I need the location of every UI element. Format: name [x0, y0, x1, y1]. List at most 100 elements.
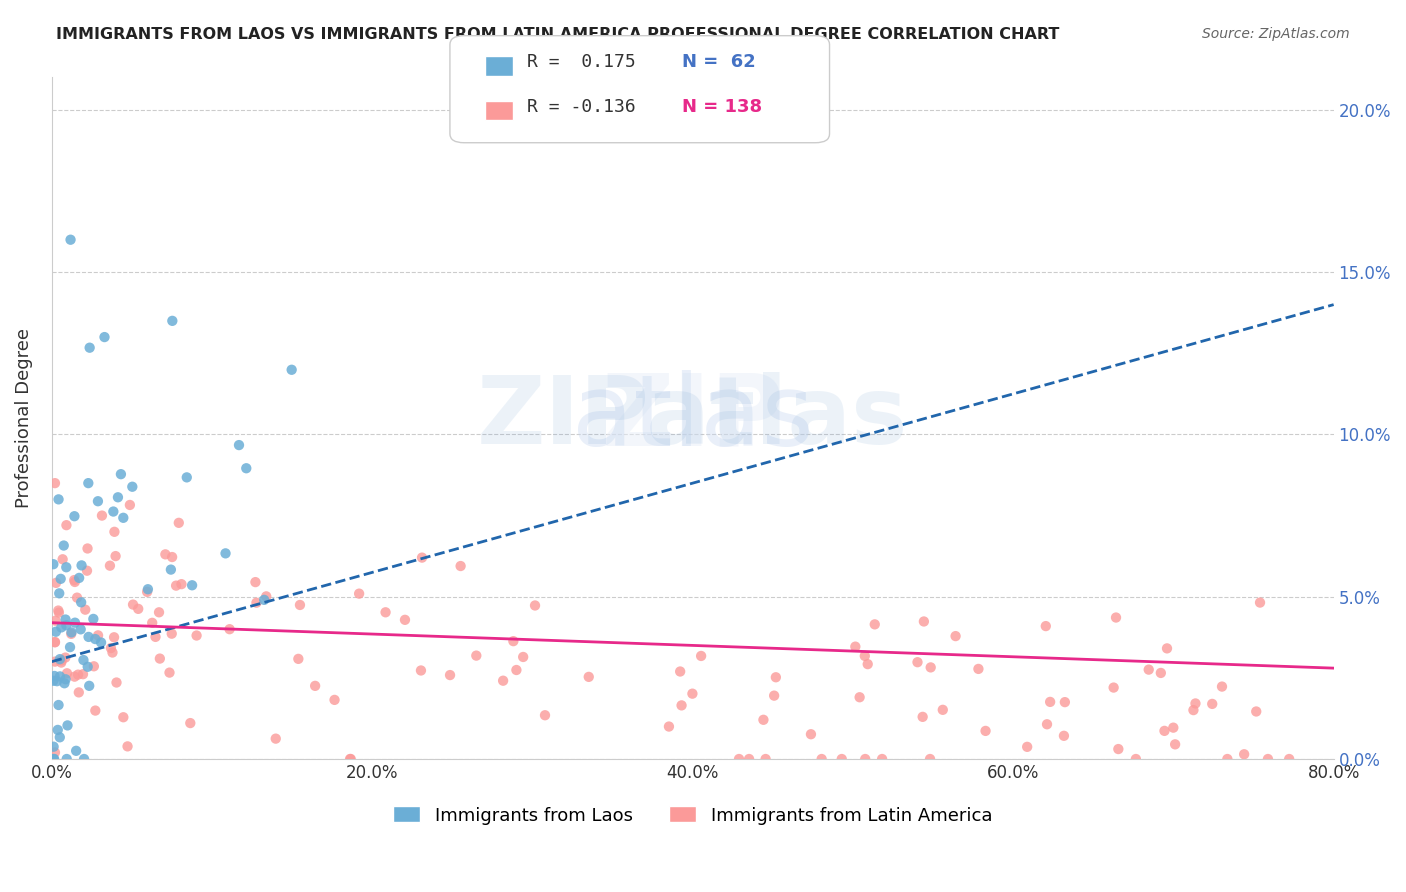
Point — [98, 558, 121, 573]
Point — [339, 752, 361, 766]
Point — [492, 673, 515, 688]
Point — [155, 547, 177, 561]
Point — [56, 666, 79, 681]
Point — [160, 549, 183, 564]
Point — [1107, 742, 1129, 756]
Point — [121, 480, 143, 494]
Point — [162, 314, 184, 328]
Text: Source: ZipAtlas.com: Source: ZipAtlas.com — [1202, 27, 1350, 41]
Point — [72, 653, 94, 667]
Text: R =  0.175: R = 0.175 — [527, 54, 636, 71]
Point — [287, 652, 309, 666]
Point — [44, 614, 66, 628]
Point — [56, 718, 79, 732]
Point — [49, 731, 72, 745]
Point — [103, 504, 125, 518]
Point — [44, 655, 66, 669]
Text: N = 138: N = 138 — [682, 98, 762, 116]
Point — [55, 618, 77, 632]
Point — [48, 698, 70, 712]
Point — [765, 670, 787, 684]
Point — [214, 546, 236, 560]
Point — [100, 641, 122, 656]
Point — [51, 620, 73, 634]
Point — [394, 613, 416, 627]
Point — [1105, 610, 1128, 624]
Point — [46, 723, 69, 737]
Point — [42, 673, 65, 688]
Point — [323, 693, 346, 707]
Point — [1233, 747, 1256, 762]
Point — [1137, 663, 1160, 677]
Point — [55, 673, 77, 687]
Point — [160, 563, 183, 577]
Point — [450, 559, 472, 574]
Point — [347, 587, 370, 601]
Point — [118, 498, 141, 512]
Point — [264, 731, 287, 746]
Point — [87, 494, 110, 508]
Point — [59, 233, 82, 247]
Point — [105, 675, 128, 690]
Point — [48, 606, 70, 620]
Point — [280, 363, 302, 377]
Point — [59, 640, 82, 654]
Point — [1201, 697, 1223, 711]
Point — [800, 727, 823, 741]
Point — [46, 603, 69, 617]
Y-axis label: Professional Degree: Professional Degree — [15, 328, 32, 508]
Point — [1102, 681, 1125, 695]
Point — [1053, 695, 1076, 709]
Point — [141, 615, 163, 630]
Point — [44, 746, 66, 760]
Point — [76, 660, 98, 674]
Point — [63, 670, 86, 684]
Point — [79, 341, 101, 355]
Point — [932, 703, 955, 717]
Point — [112, 511, 135, 525]
Point — [45, 624, 67, 639]
Point — [669, 665, 692, 679]
Point — [810, 752, 832, 766]
Point — [1153, 723, 1175, 738]
Point — [55, 518, 77, 533]
Point — [254, 590, 277, 604]
Point — [502, 634, 524, 648]
Point — [1184, 697, 1206, 711]
Point — [1156, 641, 1178, 656]
Point — [690, 648, 713, 663]
Text: ZIP: ZIP — [602, 369, 785, 467]
Text: IMMIGRANTS FROM LAOS VS IMMIGRANTS FROM LATIN AMERICA PROFESSIONAL DEGREE CORREL: IMMIGRANTS FROM LAOS VS IMMIGRANTS FROM … — [56, 27, 1060, 42]
Text: N =  62: N = 62 — [682, 54, 755, 71]
Point — [228, 438, 250, 452]
Point — [179, 716, 201, 731]
Point — [51, 653, 73, 667]
Point — [863, 617, 886, 632]
Text: R = -0.136: R = -0.136 — [527, 98, 636, 116]
Point — [411, 550, 433, 565]
Point — [60, 625, 83, 640]
Point — [67, 571, 90, 585]
Point — [974, 723, 997, 738]
Point — [907, 655, 929, 669]
Point — [165, 579, 187, 593]
Point — [107, 490, 129, 504]
Point — [136, 585, 159, 599]
Point — [44, 635, 66, 649]
Point — [848, 690, 870, 705]
Point — [44, 635, 66, 649]
Point — [49, 572, 72, 586]
Point — [76, 541, 98, 556]
Point — [55, 613, 77, 627]
Point — [76, 564, 98, 578]
Point — [1035, 619, 1057, 633]
Point — [63, 573, 86, 587]
Point — [77, 476, 100, 491]
Point — [167, 516, 190, 530]
Point — [60, 627, 83, 641]
Point — [45, 575, 67, 590]
Legend: Immigrants from Laos, Immigrants from Latin America: Immigrants from Laos, Immigrants from La… — [387, 799, 1000, 831]
Point — [1182, 703, 1205, 717]
Point — [918, 752, 941, 766]
Point — [49, 669, 72, 683]
